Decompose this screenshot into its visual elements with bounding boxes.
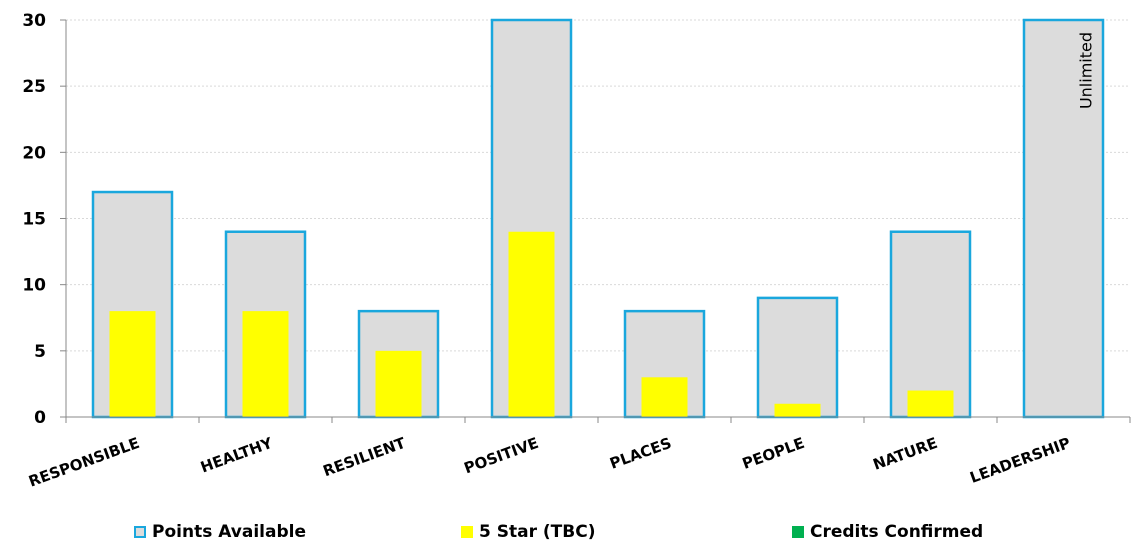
y-tick-label-10: 10 xyxy=(22,276,46,296)
legend-item-credits-confirmed: Credits Confirmed xyxy=(792,522,983,542)
legend-label-points-available: Points Available xyxy=(152,522,306,542)
y-tick-label-20: 20 xyxy=(22,143,46,163)
legend-label-credits-confirmed: Credits Confirmed xyxy=(810,522,984,542)
y-tick-label-0: 0 xyxy=(34,408,46,428)
x-tick-label-responsible: RESPONSIBLE xyxy=(26,434,142,491)
y-tick-label-15: 15 xyxy=(22,210,46,230)
annotations: Unlimited xyxy=(1077,32,1096,109)
x-tick-label-positive: POSITIVE xyxy=(462,434,541,478)
bar-points-available-nature xyxy=(889,230,972,419)
bar-points-available-people xyxy=(756,296,839,419)
legend-swatch-five-star xyxy=(461,526,473,538)
legend-item-points-available: Points Available xyxy=(134,522,306,542)
x-tick-labels: RESPONSIBLE HEALTHY RESILIENT POSITIVE PLACE… xyxy=(26,433,1073,490)
legend-label-five-star: 5 Star (TBC) xyxy=(479,522,596,542)
five-star-bars xyxy=(109,231,954,417)
bar-five-star-healthy xyxy=(242,311,289,417)
bar-five-star-people xyxy=(774,403,821,417)
bar-five-star-responsible xyxy=(109,311,156,417)
x-tick-label-healthy: HEALTHY xyxy=(198,433,276,476)
annotation-unlimited: Unlimited xyxy=(1077,32,1096,109)
bar-five-star-nature xyxy=(907,390,954,417)
legend-swatch-credits-confirmed xyxy=(792,526,804,538)
x-tick-label-nature: NATURE xyxy=(871,434,940,474)
bar-five-star-places xyxy=(641,377,688,417)
bar-five-star-resilient xyxy=(375,350,422,417)
y-tick-label-30: 30 xyxy=(22,11,46,31)
bar-chart: 0 5 10 15 20 25 30 RESPONSIBLE HEALTHY RESILIENT… xyxy=(22,11,1131,491)
x-tick-label-people: PEOPLE xyxy=(740,434,807,473)
axes xyxy=(60,19,1131,423)
bar-points-available-leadership xyxy=(1022,18,1105,419)
legend-item-five-star: 5 Star (TBC) xyxy=(461,522,595,542)
x-tick-label-resilient: RESILIENT xyxy=(321,434,409,481)
legend: Points Available 5 Star (TBC) Credits Co… xyxy=(0,522,1142,544)
y-tick-label-5: 5 xyxy=(34,342,46,362)
x-tick-label-places: PLACES xyxy=(607,434,674,473)
x-tick-label-leadership: LEADERSHIP xyxy=(967,434,1072,487)
y-tick-labels: 0 5 10 15 20 25 30 xyxy=(22,11,46,428)
y-tick-label-25: 25 xyxy=(22,77,46,97)
bar-five-star-positive xyxy=(508,231,555,417)
legend-swatch-points-available xyxy=(134,526,146,538)
